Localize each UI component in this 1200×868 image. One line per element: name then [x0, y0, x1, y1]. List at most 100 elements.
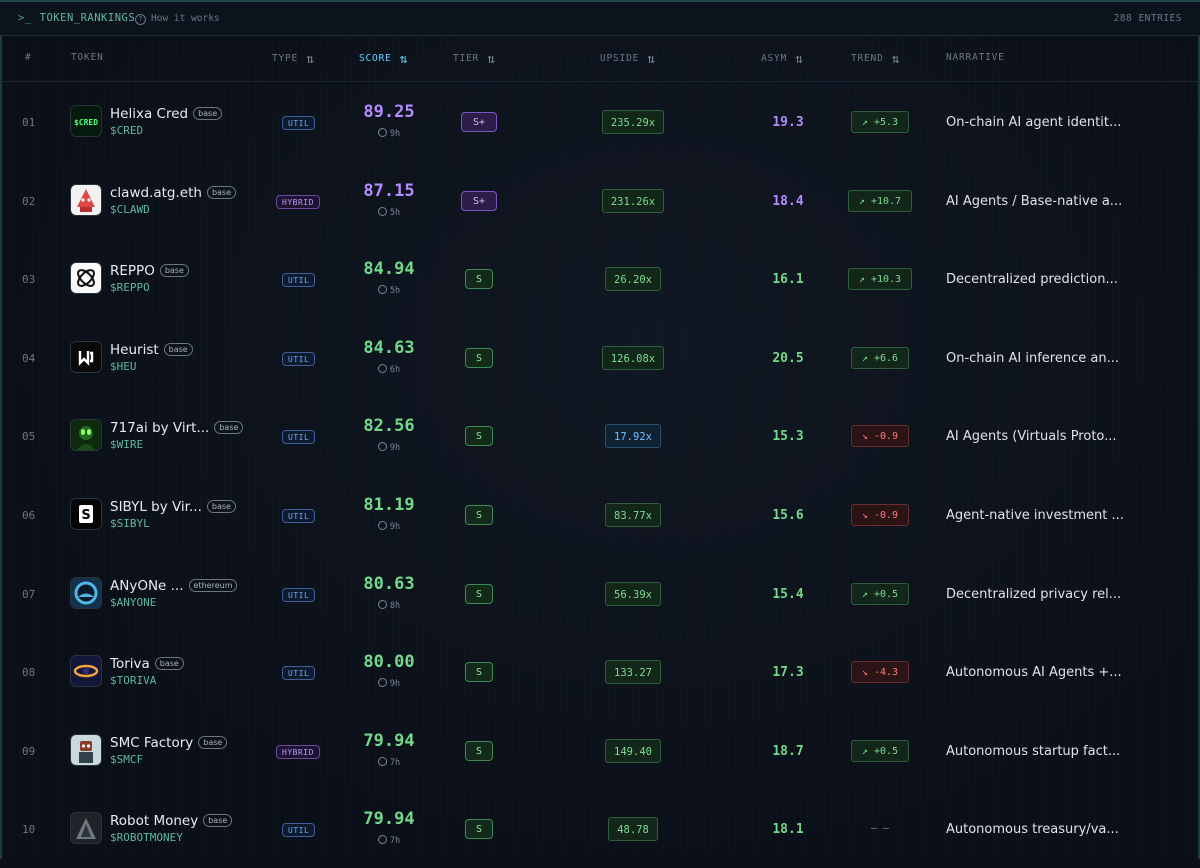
chain-badge: base [206, 500, 236, 513]
token-name-text: Toriva [110, 656, 150, 673]
upside-badge: 126.08x [602, 345, 664, 370]
panel-title: >_ TOKEN_RANKINGS [18, 12, 135, 24]
trend-up-icon: ↗ [858, 195, 871, 207]
chain-badge: base [193, 107, 223, 120]
table-row[interactable]: 03 REPPO base $REPPO UTIL 84.94 5h S 26.20x 16.1 ↗… [0, 239, 1200, 318]
trend-badge: ↘ -0.9 [851, 425, 909, 448]
clock-icon [377, 599, 387, 609]
token-name[interactable]: 717ai by Virt... base [110, 420, 244, 436]
trend-badge: ↘ -0.9 [851, 504, 909, 526]
tier-badge: S [465, 269, 493, 290]
token-name[interactable]: REPPO base [110, 263, 189, 279]
trend-value: +5.3 [873, 117, 899, 128]
table-row[interactable]: 05 717ai by Virt... base $WIRE UTIL 82.56 9h S 1… [0, 396, 1200, 475]
token-name[interactable]: clawd.atg.eth base [110, 185, 237, 201]
table-row[interactable]: 10 Robot Money base $ROBOTMONEY UTIL 79.94 7h S… [0, 789, 1200, 868]
score-value: 82.56 [363, 416, 415, 437]
clock-icon [377, 521, 387, 530]
table-row[interactable]: 01 $CRED Helixa Cred base $CRED UTIL 89.25 9h S+… [0, 82, 1200, 161]
narrative-text: AI Agents (Virtuals Proto... [946, 429, 1117, 445]
col-asym-label: ASYM [761, 53, 788, 64]
upside-badge: 149.40 [605, 738, 661, 763]
col-type[interactable]: TYPE ⇅ [272, 52, 315, 67]
chain-badge: base [206, 185, 237, 199]
tier-badge: S+ [461, 190, 497, 211]
asym-value: 19.3 [772, 115, 804, 130]
narrative-text: AI Agents / Base-native a... [946, 193, 1123, 209]
table-row[interactable]: 04 Heurist base $HEU UTIL 84.63 6h S 126.08x 20.5… [0, 318, 1200, 397]
rank-number: 06 [22, 509, 36, 522]
score-age: 5h [361, 285, 417, 296]
narrative-text: Autonomous AI Agents +... [946, 665, 1122, 681]
col-trend[interactable]: TREND ⇅ [851, 52, 900, 67]
trend-value: +10.3 [870, 274, 902, 286]
table-row[interactable]: 09 SMC Factory base $SMCF HYBRID 79.94 7h S 149.… [0, 711, 1200, 790]
table-row[interactable]: 06 S SIBYL by Vir... base $SIBYL UTIL 81.19 9h S… [0, 475, 1200, 554]
score-age-text: 5h [389, 207, 401, 218]
token-ticker: $SIBYL [110, 517, 150, 530]
col-rank: # [25, 52, 32, 63]
tier-badge: S [465, 347, 493, 368]
col-trend-label: TREND [851, 53, 884, 64]
trend-value: +10.7 [870, 195, 902, 207]
col-upside[interactable]: UPSIDE ⇅ [600, 52, 656, 67]
tier-badge: S [465, 740, 493, 761]
score-value: 80.63 [363, 573, 415, 594]
type-badge: UTIL [282, 666, 316, 681]
chain-badge: base [159, 264, 189, 278]
rank-number: 02 [22, 194, 36, 208]
token-name-text: Helixa Cred [110, 106, 189, 122]
tier-badge: S [465, 583, 493, 604]
table-row[interactable]: 08 Toriva base $TORIVA UTIL 80.00 9h S 133.27 17.… [0, 632, 1200, 711]
token-name[interactable]: SMC Factory base [110, 734, 228, 751]
token-name[interactable]: Heurist base [110, 342, 193, 358]
score-age: 9h [361, 521, 417, 532]
sort-icon: ⇅ [795, 52, 804, 67]
terminal-prompt-icon: >_ [18, 12, 32, 24]
score-value: 79.94 [363, 809, 415, 830]
trend-down-icon: ↘ [861, 510, 874, 521]
table-row[interactable]: 02 clawd.atg.eth base $CLAWD HYBRID 87.15 5h S+… [0, 161, 1200, 240]
panel-header: >_ TOKEN_RANKINGS ? How it works 288 ENTRI… [0, 0, 1200, 36]
token-name-text: Robot Money [110, 813, 199, 830]
type-badge: UTIL [282, 587, 316, 602]
trend-up-icon: ↗ [861, 745, 874, 757]
token-name-text: REPPO [110, 263, 155, 280]
table-row[interactable]: 07 ANyONe ... ethereum $ANYONE UTIL 80.63 8h S 5… [0, 554, 1200, 633]
cred-logo-icon: $CRED [70, 105, 102, 137]
clawd-logo-icon [70, 183, 102, 216]
token-name[interactable]: SIBYL by Vir... base [110, 499, 236, 515]
token-name[interactable]: Robot Money base [110, 813, 233, 830]
rank-number: 10 [22, 823, 36, 837]
asym-value: 20.5 [772, 350, 804, 366]
token-ticker: $TORIVA [110, 674, 157, 688]
score-age: 6h [361, 363, 417, 375]
token-name-text: SMC Factory [110, 734, 194, 751]
type-badge: UTIL [282, 351, 316, 366]
score-age-text: 9h [389, 679, 401, 690]
token-name[interactable]: Helixa Cred base [110, 106, 223, 122]
score-value: 84.94 [363, 259, 415, 280]
sort-icon: ⇅ [647, 52, 656, 67]
asym-value: 18.4 [772, 193, 804, 209]
type-badge: UTIL [282, 509, 316, 523]
col-tier[interactable]: TIER ⇅ [453, 52, 496, 67]
asym-value: 18.7 [772, 743, 804, 759]
token-name[interactable]: Toriva base [110, 656, 184, 672]
score-age-text: 7h [389, 757, 401, 768]
col-asym[interactable]: ASYM ⇅ [761, 52, 804, 67]
trend-value: -0.9 [873, 431, 899, 443]
col-score[interactable]: SCORE ⇅ [359, 52, 408, 67]
trend-up-icon: ↗ [861, 117, 874, 128]
chain-badge: base [154, 657, 184, 671]
rank-number: 05 [22, 430, 36, 444]
chain-badge: base [214, 421, 244, 435]
token-ticker: $SMCF [110, 752, 144, 766]
sibyl-logo-icon: S [70, 498, 102, 530]
tier-badge: S+ [461, 112, 497, 132]
anyone-logo-icon [70, 576, 102, 609]
score-age-text: 9h [389, 129, 401, 139]
how-it-works-link[interactable]: ? How it works [135, 13, 220, 25]
token-name[interactable]: ANyONe ... ethereum [110, 578, 238, 594]
